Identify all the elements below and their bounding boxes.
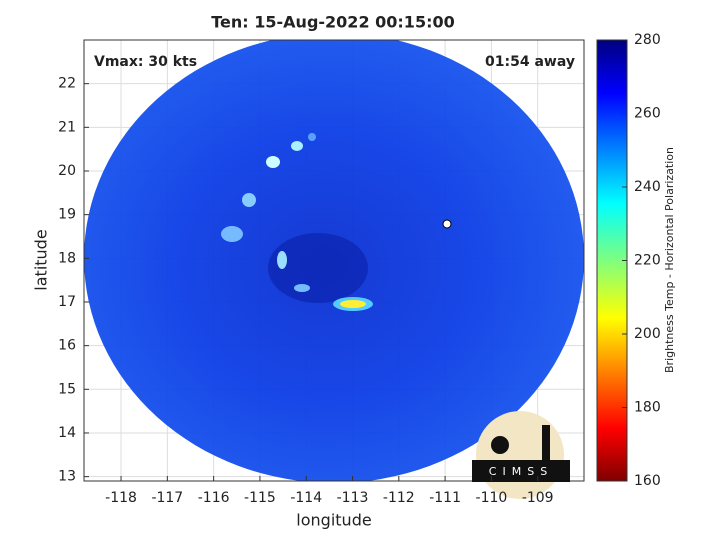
spot	[291, 141, 303, 151]
colorbar-label: Brightness Temp - Horizontal Polarizatio…	[663, 147, 676, 373]
colorbar-tick-label: 260	[634, 106, 661, 122]
spot	[308, 133, 316, 141]
colorbar-tick-label: 220	[634, 253, 661, 269]
x-tick-label: -118	[105, 490, 137, 506]
spot	[266, 156, 280, 168]
x-tick-label: -114	[290, 490, 322, 506]
spot	[277, 251, 287, 269]
image	[84, 40, 584, 481]
y-tick-label: 15	[58, 381, 76, 397]
colorbar-tick-label: 280	[634, 32, 661, 48]
colorbar-tick-label: 160	[634, 473, 661, 489]
logo-disc	[476, 411, 564, 499]
spot	[221, 226, 243, 242]
chart-title: Ten: 15-Aug-2022 00:15:00	[211, 13, 454, 32]
x-tick-label: -116	[198, 490, 230, 506]
axes-frame	[83, 39, 585, 482]
x-tick-label: -111	[429, 490, 461, 506]
y-tick-label: 20	[58, 163, 76, 179]
logo-bar	[472, 460, 570, 482]
annotation: Vmax: 30 kts	[94, 54, 197, 70]
x-tick-label: -112	[383, 490, 415, 506]
y-tick-label: 22	[58, 76, 76, 92]
x-tick-label: -109	[522, 490, 554, 506]
y-tick-label: 18	[58, 250, 76, 266]
spot	[442, 219, 452, 229]
y-tick-label: 14	[58, 425, 76, 441]
y-axis-label: latitude	[32, 229, 51, 290]
x-tick-label: -113	[337, 490, 369, 506]
x-tick-label: -117	[151, 490, 183, 506]
colorbar-tick-label: 180	[634, 400, 661, 416]
spot	[294, 284, 310, 292]
x-tick-label: -110	[476, 490, 508, 506]
logo-tower	[542, 425, 550, 460]
colorbar-tick-label: 240	[634, 179, 661, 195]
y-tick-label: 13	[58, 469, 76, 485]
colorbar-tick-label: 200	[634, 326, 661, 342]
spot	[242, 193, 256, 207]
y-tick-label: 21	[58, 119, 76, 135]
y-tick-label: 16	[58, 338, 76, 354]
logo-text: CIMSS	[489, 465, 553, 478]
x-tick-label: -115	[244, 490, 276, 506]
spot	[340, 300, 366, 308]
x-axis-label: longitude	[296, 511, 371, 530]
eye-region	[268, 233, 368, 303]
logo: CIMSS	[472, 411, 570, 499]
y-tick-label: 17	[58, 294, 76, 310]
logo-dish	[491, 436, 509, 454]
annotation: 01:54 away	[485, 54, 575, 70]
y-tick-label: 19	[58, 207, 76, 223]
